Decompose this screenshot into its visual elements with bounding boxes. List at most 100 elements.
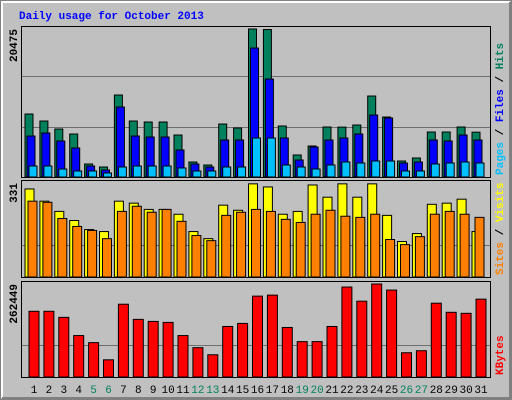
x-tick-label: 30 — [459, 385, 472, 397]
bar — [414, 236, 425, 278]
x-tick-label: 19 — [296, 385, 309, 397]
bar — [415, 170, 425, 178]
bar — [475, 162, 485, 178]
y-tick-label: 20475 — [9, 29, 21, 62]
bar — [326, 164, 336, 178]
bar — [147, 165, 157, 178]
bar — [444, 210, 455, 278]
bar — [176, 220, 187, 278]
bar — [296, 166, 306, 178]
bar — [191, 235, 202, 278]
bar — [132, 318, 144, 378]
x-tick-label: 2 — [46, 385, 53, 397]
legend-separator: / — [495, 69, 507, 89]
bar — [103, 359, 114, 378]
bar — [207, 170, 217, 178]
x-tick-label: 24 — [370, 385, 384, 397]
bar — [58, 316, 70, 378]
bar — [296, 341, 308, 378]
bar — [72, 225, 83, 278]
bar — [401, 170, 410, 178]
x-tick-label: 10 — [161, 385, 174, 397]
bar — [73, 170, 83, 178]
bar — [311, 168, 321, 178]
bar — [103, 172, 112, 178]
bar — [57, 217, 68, 278]
bar — [207, 354, 219, 378]
bar — [325, 209, 336, 278]
legend-entry: Visits — [495, 183, 507, 223]
bar — [221, 214, 232, 278]
bar — [132, 165, 142, 178]
bar — [237, 322, 249, 378]
bar — [460, 161, 470, 178]
bar — [177, 335, 189, 378]
bar — [146, 211, 157, 278]
bar — [356, 300, 368, 378]
x-tick-label: 12 — [191, 385, 204, 397]
bar — [445, 162, 455, 178]
x-tick-label: 22 — [340, 385, 353, 397]
bar — [237, 166, 247, 178]
legend: Pages / Files / Hits — [495, 43, 507, 175]
x-tick-label: 15 — [236, 385, 249, 397]
x-tick-label: 21 — [325, 385, 339, 397]
bar — [222, 325, 234, 378]
bar — [371, 160, 381, 178]
x-tick-label: 26 — [400, 385, 413, 397]
bar — [356, 162, 366, 178]
x-tick-label: 16 — [251, 385, 264, 397]
x-tick-label: 25 — [385, 385, 398, 397]
x-tick-label: 7 — [120, 385, 127, 397]
bar — [400, 244, 410, 278]
legend-entry: Files — [495, 89, 507, 122]
x-tick-label: 4 — [75, 385, 82, 397]
bar — [27, 200, 38, 278]
bar — [429, 213, 440, 278]
bar — [206, 240, 217, 278]
bar — [266, 294, 278, 378]
x-tick-label: 20 — [310, 385, 323, 397]
bar — [370, 213, 381, 278]
x-tick-label: 18 — [281, 385, 294, 397]
y-tick-label: 262449 — [9, 284, 21, 324]
bar — [280, 218, 291, 278]
bar — [192, 170, 202, 178]
bar — [58, 168, 68, 178]
bar — [117, 303, 129, 378]
legend-entry: Pages — [495, 142, 507, 175]
bar — [252, 137, 261, 178]
x-tick-label: 13 — [206, 385, 219, 397]
x-tick-label: 23 — [355, 385, 368, 397]
bar — [340, 215, 351, 278]
bar — [131, 205, 142, 278]
bar — [222, 166, 232, 178]
x-tick-label: 29 — [445, 385, 458, 397]
bar — [43, 310, 55, 378]
bar — [311, 341, 323, 378]
bar — [385, 239, 396, 278]
bar — [386, 160, 396, 178]
bar — [87, 229, 98, 278]
bar — [341, 161, 351, 178]
legend-separator: / — [495, 122, 507, 142]
legend-entry: Hits — [495, 43, 507, 69]
x-tick-label: 28 — [430, 385, 443, 397]
bar — [281, 326, 293, 378]
legend-entry: KBytes — [495, 335, 507, 375]
bar — [251, 208, 261, 278]
x-tick-label: 1 — [31, 385, 38, 397]
y-tick-label: 331 — [9, 183, 21, 203]
bar — [459, 213, 470, 278]
x-tick-label: 9 — [150, 385, 157, 397]
bar — [475, 298, 487, 378]
bar — [88, 170, 98, 178]
bar — [265, 210, 276, 278]
bar — [102, 238, 112, 278]
bar — [415, 350, 427, 378]
x-tick-label: 11 — [176, 385, 190, 397]
bar — [162, 165, 172, 178]
